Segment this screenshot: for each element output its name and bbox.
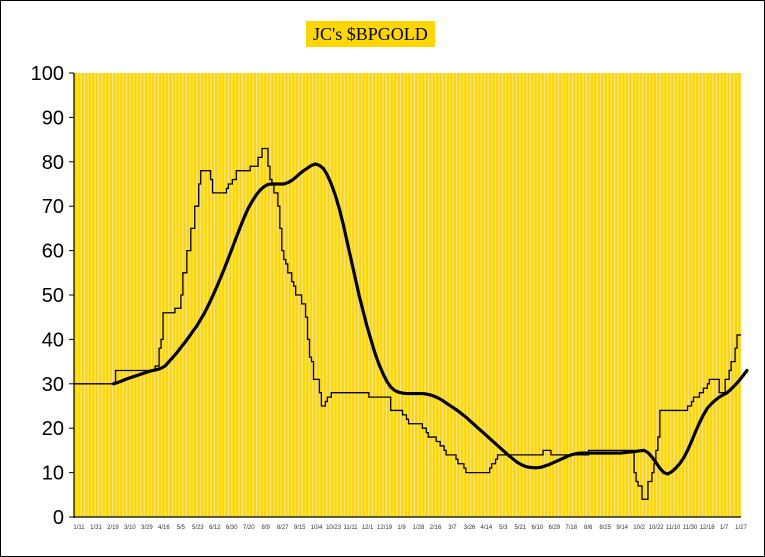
x-tick-label: 10/4 [311,525,323,531]
x-tick-label: 3/7 [448,525,457,531]
x-tick-label: 1/28 [413,525,425,531]
x-tick-label: 7/18 [565,525,577,531]
y-tick-label: 60 [42,241,64,263]
y-tick-label: 90 [42,107,64,129]
x-tick-label: 8/25 [599,525,611,531]
x-tick-label: 8/9 [262,525,271,531]
y-tick-label: 100 [31,63,64,85]
y-tick-label: 80 [42,152,64,174]
x-tick-label: 5/23 [192,525,204,531]
series-line-thick [111,162,749,476]
x-tick-label: 10/23 [326,525,342,531]
x-tick-label: 2/19 [107,525,119,531]
x-tick-label: 10/22 [649,525,665,531]
x-tick-labels: 1/11 1/31 2/19 3/10 3/29 4/16 5/5 5/23 6/12 6/30 7… [73,525,747,531]
x-tick-label: 11/10 [666,525,681,531]
x-tick-label: 6/12 [209,525,221,531]
x-tick-label: 1/11 [73,525,85,531]
x-tick-label: 7/20 [243,525,255,531]
chart-title: JC's $BPGOLD [306,21,435,47]
x-tick-label: 8/6 [584,525,593,531]
x-tick-label: 1/9 [397,525,406,531]
x-tick-label: 8/27 [277,525,289,531]
series-line-thin [74,147,741,500]
y-tick-label: 10 [42,463,64,485]
x-tick-label: 4/16 [158,525,170,531]
y-tick-label: 50 [42,285,64,307]
x-tick-label: 1/31 [90,525,102,531]
x-tick-label: 3/26 [464,525,476,531]
x-tick-label: 2/16 [430,525,442,531]
x-tick-label: 11/11 [344,525,359,531]
x-tick-label: 6/10 [531,525,543,531]
x-tick-label: 9/14 [616,525,628,531]
y-tick-label: 30 [42,374,64,396]
x-tick-label: 6/29 [548,525,560,531]
x-tick-label: 3/29 [141,525,153,531]
axes [69,72,741,518]
y-tick-label: 20 [42,418,64,440]
x-tick-label: 3/10 [124,525,136,531]
x-tick-label: 4/14 [481,525,493,531]
x-tick-label: 1/27 [735,525,747,531]
x-tick-label: 12/1 [362,525,374,531]
series-layer [74,147,749,500]
x-tick-label: 6/30 [226,525,238,531]
x-tick-label: 5/3 [499,525,508,531]
y-tick-labels: 0 10 20 30 40 50 60 70 80 90 100 [31,63,64,529]
x-tick-label: 12/19 [377,525,393,531]
x-tick-label: 10/2 [633,525,645,531]
y-tick-label: 40 [42,329,64,351]
x-tick-label: 1/7 [720,525,729,531]
y-tick-label: 0 [53,507,64,529]
x-tick-label: 5/5 [177,525,186,531]
x-tick-label: 12/18 [700,525,716,531]
x-tick-label: 9/15 [294,525,306,531]
x-tick-label: 5/21 [514,525,526,531]
grid-lines [73,73,742,517]
y-tick-label: 70 [42,196,64,218]
x-tick-label: 11/30 [683,525,698,531]
